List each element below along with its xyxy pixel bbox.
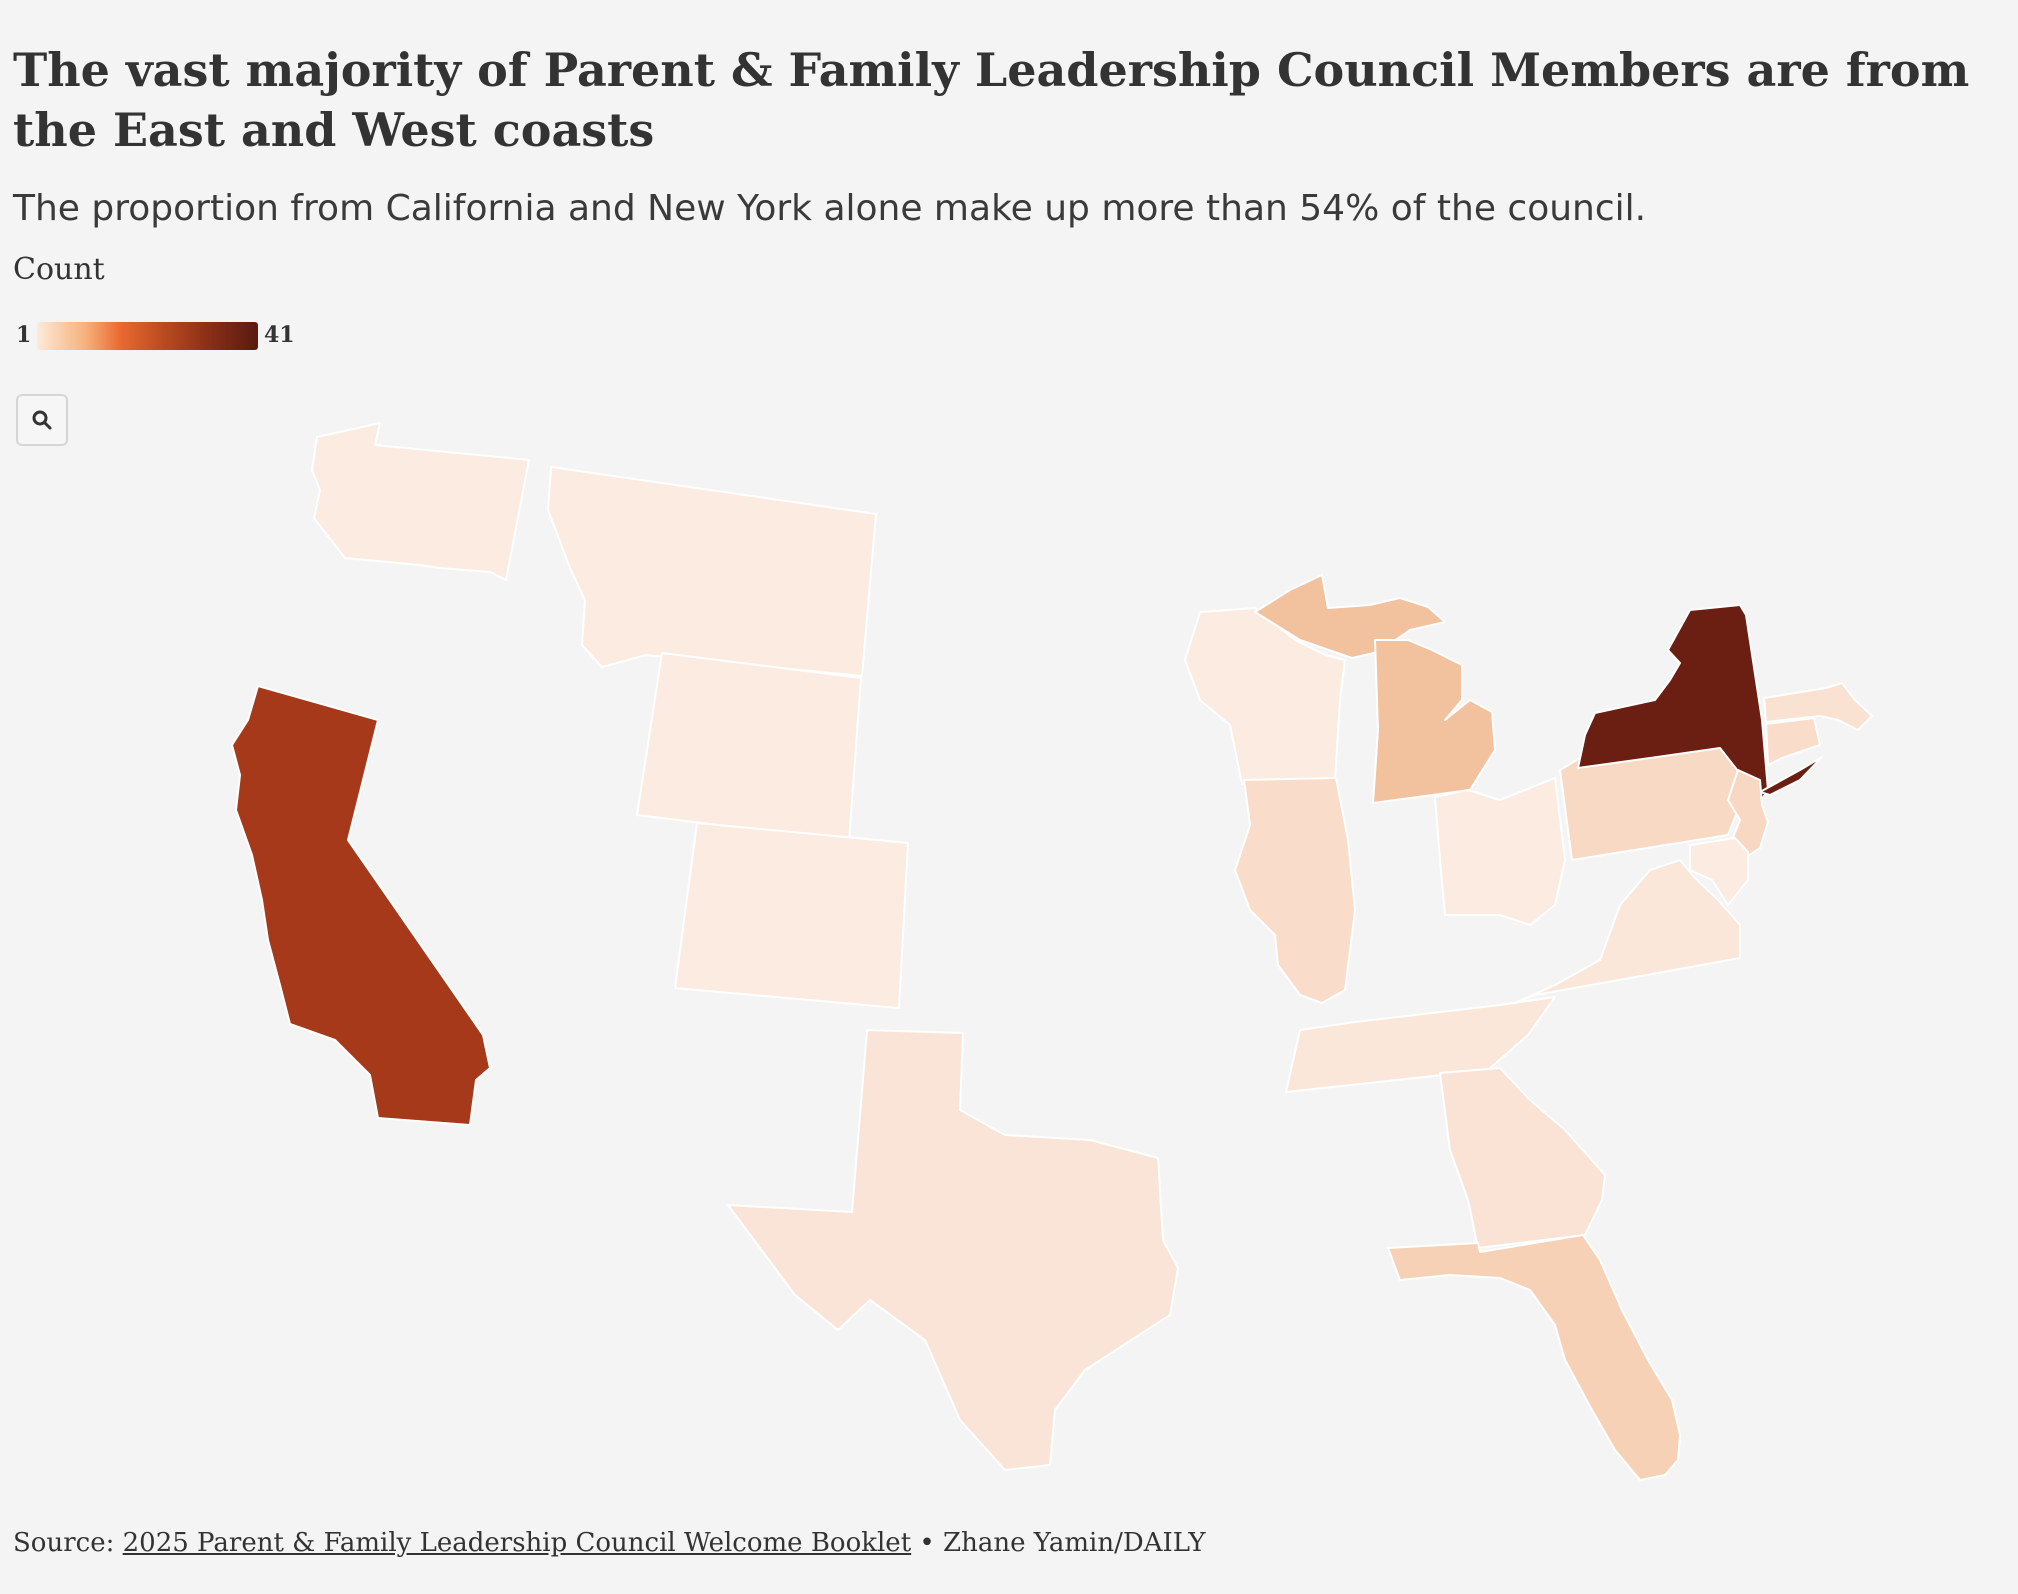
state-michigan[interactable]: [1372, 639, 1496, 804]
state-montana[interactable]: [547, 466, 877, 677]
state-ohio[interactable]: [1434, 777, 1566, 926]
legend-color-scale: [37, 322, 258, 350]
state-wisconsin[interactable]: [1184, 607, 1346, 785]
state-washington[interactable]: [311, 422, 530, 581]
state-new-york-long-island[interactable]: [1759, 756, 1823, 796]
source-note: Source: 2025 Parent & Family Leadership …: [13, 1528, 1206, 1558]
state-tennessee[interactable]: [1285, 996, 1556, 1093]
legend-max-label: 41: [264, 322, 295, 348]
source-credit: • Zhane Yamin/DAILY: [911, 1528, 1206, 1558]
state-massachusetts[interactable]: [1763, 682, 1873, 731]
state-florida[interactable]: [1387, 1234, 1681, 1481]
state-maryland[interactable]: [1689, 837, 1749, 906]
state-georgia[interactable]: [1439, 1067, 1606, 1249]
state-connecticut[interactable]: [1765, 717, 1821, 766]
state-texas[interactable]: [727, 1029, 1179, 1471]
chart-title: The vast majority of Parent & Family Lea…: [13, 43, 1970, 157]
search-button[interactable]: [16, 394, 68, 446]
state-new-york[interactable]: [1577, 604, 1769, 803]
state-illinois[interactable]: [1234, 777, 1356, 1004]
legend-min-label: 1: [16, 322, 32, 348]
state-new-jersey[interactable]: [1727, 769, 1769, 859]
state-michigan-upper[interactable]: [1254, 574, 1446, 659]
source-link[interactable]: 2025 Parent & Family Leadership Council …: [122, 1528, 912, 1558]
state-virginia[interactable]: [1514, 859, 1741, 1004]
legend-title: Count: [13, 252, 105, 287]
search-icon: [32, 410, 52, 430]
chart-subtitle: The proportion from California and New Y…: [13, 188, 1647, 229]
state-colorado[interactable]: [674, 822, 909, 1009]
source-prefix: Source:: [13, 1528, 123, 1558]
state-california[interactable]: [231, 685, 491, 1126]
state-wyoming[interactable]: [636, 652, 862, 842]
